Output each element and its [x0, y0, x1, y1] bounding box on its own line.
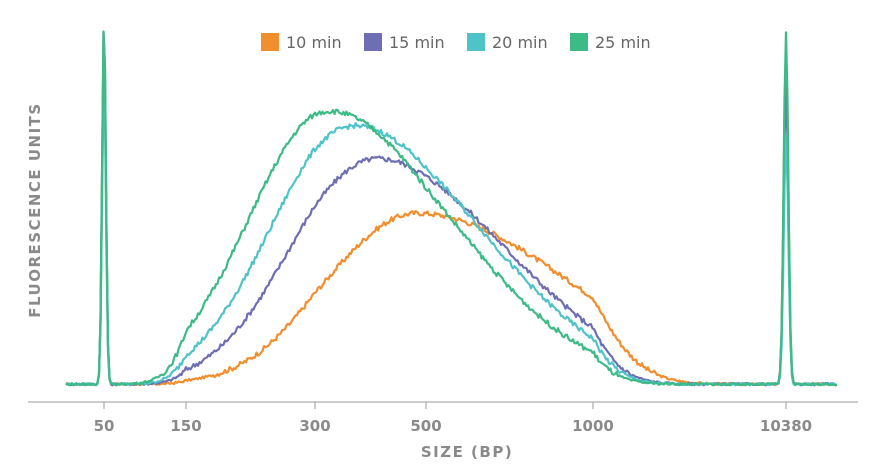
x-tick-label-10380: 10380: [760, 417, 812, 435]
legend-swatch-25-min: [570, 33, 588, 51]
series-line-25-min: [65, 30, 838, 387]
legend-swatch-10-min: [261, 33, 279, 51]
x-tick-label-300: 300: [299, 417, 330, 435]
legend-label-15-min: 15 min: [389, 33, 445, 52]
x-tick-label-50: 50: [94, 417, 115, 435]
legend-label-20-min: 20 min: [492, 33, 548, 52]
x-tick-label-150: 150: [170, 417, 201, 435]
series-line-15-min: [65, 30, 838, 387]
x-axis-title: SIZE (BP): [421, 443, 513, 461]
y-axis-title: FLUORESCENCE UNITS: [26, 102, 44, 317]
legend-label-25-min: 25 min: [595, 33, 651, 52]
plot-area: [65, 30, 838, 387]
x-tick-label-1000: 1000: [572, 417, 614, 435]
x-tick-label-500: 500: [410, 417, 441, 435]
legend-swatch-15-min: [364, 33, 382, 51]
legend: 10 min 15 min 20 min 25 min: [261, 33, 651, 52]
x-axis-ticks: 50 150 300 500 1000 10380: [94, 402, 812, 435]
legend-swatch-20-min: [467, 33, 485, 51]
legend-label-10-min: 10 min: [286, 33, 342, 52]
series-line-10-min: [66, 45, 838, 387]
